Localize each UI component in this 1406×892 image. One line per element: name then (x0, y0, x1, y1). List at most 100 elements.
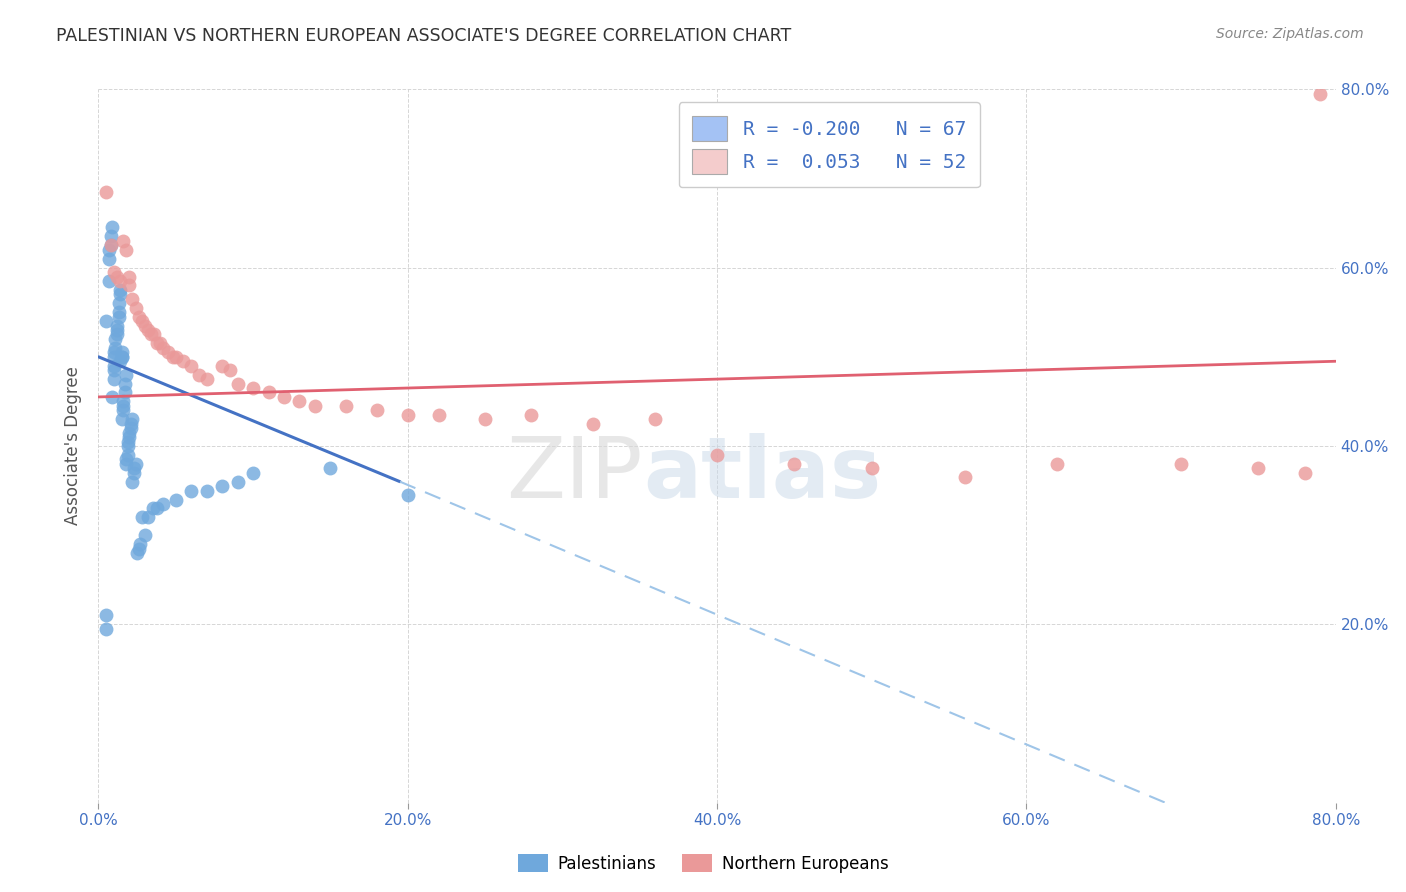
Point (121, 292, 143, 306)
Point (105, 269, 128, 284)
Point (103, 345, 125, 359)
Point (107, 305, 129, 319)
Text: ZIP: ZIP (506, 433, 643, 516)
Point (149, 336, 172, 351)
Point (143, 327, 166, 342)
Point (288, 394, 311, 409)
Point (118, 425, 141, 440)
Point (134, 318, 156, 333)
Point (105, 318, 128, 333)
Point (131, 314, 153, 328)
Point (111, 345, 134, 359)
Point (103, 363, 125, 377)
Point (117, 439, 139, 453)
Point (120, 421, 142, 435)
Point (104, 341, 127, 355)
Point (118, 278, 141, 293)
Point (108, 354, 131, 368)
Point (131, 510, 153, 524)
Point (115, 452, 138, 467)
Point (108, 287, 131, 301)
Point (134, 528, 156, 542)
Point (1294, 466, 1316, 480)
Point (127, 546, 149, 560)
Legend: R = -0.200   N = 67, R =  0.053   N = 52: R = -0.200 N = 67, R = 0.053 N = 52 (679, 103, 980, 187)
Point (136, 323, 159, 337)
Point (120, 417, 142, 431)
Point (953, 470, 976, 484)
Point (128, 310, 150, 324)
Point (111, 350, 134, 364)
Point (100, 238, 122, 252)
Point (152, 341, 174, 355)
Point (122, 466, 145, 480)
Point (146, 501, 169, 516)
Legend: Palestinians, Northern Europeans: Palestinians, Northern Europeans (512, 847, 894, 880)
Point (211, 359, 233, 373)
Text: atlas: atlas (643, 433, 882, 516)
Point (427, 408, 450, 422)
Point (115, 243, 138, 257)
Point (226, 376, 249, 391)
Point (520, 408, 543, 422)
Point (124, 457, 146, 471)
Point (107, 310, 129, 324)
Point (121, 475, 143, 489)
Point (111, 412, 134, 426)
Point (103, 359, 125, 373)
Point (114, 376, 136, 391)
Point (195, 483, 218, 498)
Y-axis label: Associate's Degree: Associate's Degree (65, 367, 83, 525)
Point (474, 412, 496, 426)
Point (108, 283, 131, 297)
Point (335, 399, 357, 413)
Text: PALESTINIAN VS NORTHERN EUROPEAN ASSOCIATE'S DEGREE CORRELATION CHART: PALESTINIAN VS NORTHERN EUROPEAN ASSOCIA… (56, 27, 792, 45)
Point (157, 345, 180, 359)
Point (101, 220, 124, 235)
Text: Source: ZipAtlas.com: Source: ZipAtlas.com (1216, 27, 1364, 41)
Point (195, 372, 218, 386)
Point (136, 510, 159, 524)
Point (96, 185, 118, 199)
Point (117, 448, 139, 462)
Point (644, 412, 666, 426)
Point (105, 323, 128, 337)
Point (118, 430, 141, 444)
Point (273, 390, 295, 404)
Point (112, 394, 135, 409)
Point (319, 461, 342, 475)
Point (1247, 461, 1270, 475)
Point (108, 274, 131, 288)
Point (117, 434, 139, 449)
Point (219, 363, 242, 377)
Point (98, 274, 121, 288)
Point (103, 265, 125, 279)
Point (98, 252, 121, 266)
Point (783, 457, 806, 471)
Point (226, 475, 249, 489)
Point (96, 314, 118, 328)
Point (124, 301, 146, 315)
Point (582, 417, 605, 431)
Point (111, 350, 134, 364)
Point (173, 354, 195, 368)
Point (98, 243, 121, 257)
Point (100, 229, 122, 244)
Point (122, 461, 145, 475)
Point (165, 492, 187, 507)
Point (115, 368, 138, 382)
Point (396, 408, 419, 422)
Point (112, 399, 135, 413)
Point (162, 350, 184, 364)
Point (107, 296, 129, 310)
Point (1170, 457, 1192, 471)
Point (96, 608, 118, 623)
Point (104, 332, 127, 346)
Point (101, 390, 124, 404)
Point (165, 350, 187, 364)
Point (115, 457, 138, 471)
Point (103, 350, 125, 364)
Point (139, 327, 162, 342)
Point (396, 488, 419, 502)
Point (180, 483, 202, 498)
